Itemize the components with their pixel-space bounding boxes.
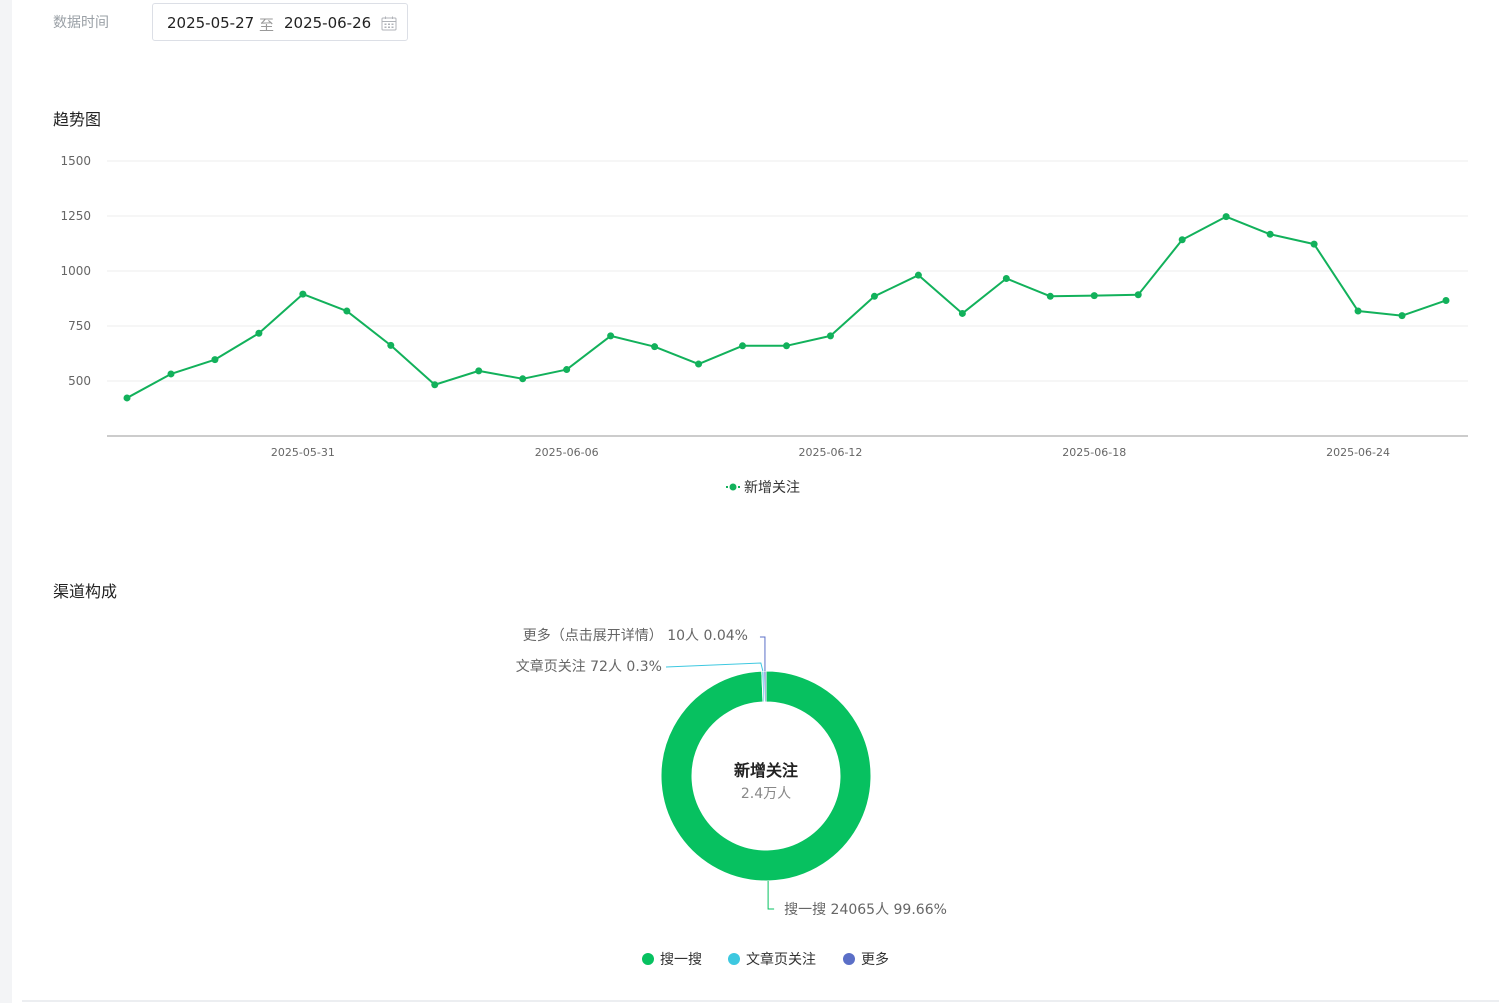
- left-rail: [0, 0, 12, 1003]
- legend-label: 搜一搜: [660, 952, 702, 968]
- data-point[interactable]: [211, 356, 219, 364]
- trend-title: 趋势图: [53, 110, 102, 129]
- data-point[interactable]: [607, 332, 615, 340]
- y-tick-label: 1250: [60, 209, 91, 223]
- start-date-input[interactable]: 2025-05-27: [167, 14, 255, 32]
- pie-label-line: [665, 662, 764, 672]
- data-point[interactable]: [1310, 240, 1318, 248]
- data-point[interactable]: [123, 394, 131, 402]
- data-point[interactable]: [914, 271, 922, 279]
- end-date-input[interactable]: 2025-06-26: [284, 14, 372, 32]
- data-point[interactable]: [1354, 307, 1362, 315]
- legend-item-more[interactable]: 更多: [843, 951, 889, 968]
- data-point[interactable]: [1266, 230, 1274, 238]
- data-point[interactable]: [958, 309, 966, 317]
- data-point[interactable]: [1178, 236, 1186, 244]
- data-point[interactable]: [1134, 291, 1142, 299]
- pie-label-line: [759, 636, 766, 672]
- date-separator: 至: [259, 16, 275, 34]
- data-point[interactable]: [431, 381, 439, 389]
- data-point[interactable]: [783, 342, 790, 350]
- data-point[interactable]: [1090, 292, 1098, 300]
- legend-label: 文章页关注: [746, 951, 816, 968]
- y-tick-label: 1000: [60, 264, 91, 278]
- y-tick-label: 1500: [60, 154, 91, 168]
- data-point[interactable]: [695, 360, 703, 368]
- x-tick-label: 2025-06-06: [535, 446, 599, 459]
- data-point[interactable]: [739, 342, 747, 350]
- data-point[interactable]: [1046, 292, 1054, 300]
- data-time-label: 数据时间: [53, 15, 109, 31]
- legend-item-article[interactable]: 文章页关注: [728, 951, 816, 968]
- data-point[interactable]: [475, 367, 483, 375]
- pie-slice[interactable]: [763, 670, 767, 703]
- x-tick-label: 2025-06-24: [1326, 446, 1390, 459]
- data-point[interactable]: [519, 375, 527, 383]
- legend-dot-icon: [729, 483, 737, 491]
- pie-label-article: 文章页关注 72人 0.3%: [516, 658, 662, 675]
- legend-label: 更多: [861, 951, 889, 968]
- legend-dot-icon: [843, 953, 855, 965]
- x-tick-label: 2025-05-31: [271, 446, 335, 459]
- pie-label-more[interactable]: 更多（点击展开详情） 10人 0.04%: [523, 627, 748, 644]
- legend-item-search[interactable]: 搜一搜: [642, 952, 702, 968]
- bottom-divider: [22, 1000, 1499, 1002]
- legend-item-series[interactable]: 新增关注: [726, 480, 800, 496]
- data-point[interactable]: [167, 370, 175, 378]
- data-point[interactable]: [826, 332, 834, 340]
- data-point[interactable]: [299, 290, 307, 298]
- data-point[interactable]: [1398, 312, 1406, 320]
- data-point[interactable]: [387, 341, 395, 349]
- data-point[interactable]: [1222, 213, 1230, 221]
- y-tick-label: 500: [68, 374, 91, 388]
- legend-dot-icon: [642, 953, 654, 965]
- data-point[interactable]: [255, 329, 263, 337]
- legend-label: 新增关注: [744, 480, 800, 496]
- legend-dot-icon: [728, 953, 740, 965]
- donut-center-value: 2.4万人: [741, 786, 791, 802]
- data-point[interactable]: [1442, 296, 1450, 304]
- trend-line-chart: 500 750 1000 1250 1500 2025-05-31 2025-06-06 20…: [60, 154, 1468, 496]
- data-point[interactable]: [563, 366, 571, 374]
- data-point[interactable]: [1002, 274, 1010, 282]
- x-tick-label: 2025-06-12: [798, 446, 862, 459]
- pie-label-search: 搜一搜 24065人 99.66%: [784, 902, 947, 918]
- x-tick-label: 2025-06-18: [1062, 446, 1126, 459]
- pie-label-line: [767, 880, 775, 910]
- series-line: [126, 215, 1447, 399]
- y-tick-label: 750: [68, 319, 91, 333]
- calendar-icon[interactable]: [381, 16, 397, 31]
- date-range-picker[interactable]: 2025-05-27 至 2025-06-26: [152, 3, 408, 41]
- data-point[interactable]: [651, 343, 659, 351]
- data-point[interactable]: [870, 292, 878, 300]
- data-point[interactable]: [343, 307, 351, 315]
- channel-title: 渠道构成: [53, 582, 118, 601]
- donut-center-title: 新增关注: [734, 761, 798, 780]
- pie-slice[interactable]: [660, 670, 872, 882]
